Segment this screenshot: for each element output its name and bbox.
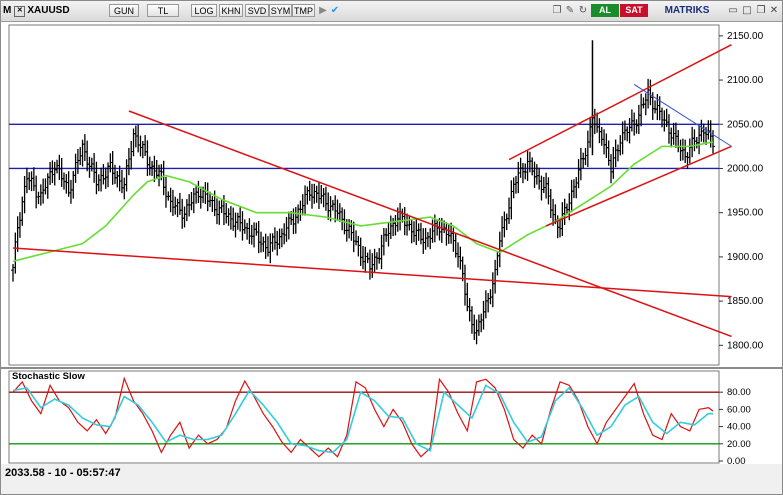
crosshair-readout: 2033.58 - 10 - 05:57:47 <box>5 467 121 479</box>
stoch-tick-label: 40.00 <box>727 422 751 433</box>
stoch-tick-label: 20.00 <box>727 439 751 450</box>
price-tick-label: 2100.00 <box>727 75 764 86</box>
price-panel[interactable]: 1800.00 1850.00 1900.00 1950.00 2000.00 2050.… <box>8 24 764 366</box>
log-button[interactable]: LOG <box>191 4 217 17</box>
symbol-selector[interactable]: M ✕ XAUUSD <box>3 4 70 17</box>
stochastic-title: Stochastic Slow <box>12 371 85 382</box>
toolbar: M ✕ XAUUSD GUN TL LOG KHN SVD SYM TMP ▶ ✔ … <box>1 1 782 22</box>
stoch-tick-label: 0.00 <box>727 456 746 464</box>
stochastic-panel[interactable]: 0.00 20.00 40.00 60.00 80.00 Stochastic Slow <box>8 370 751 464</box>
khn-button[interactable]: KHN <box>219 4 243 17</box>
stoch-d-line <box>12 384 713 454</box>
buy-button[interactable]: AL <box>591 4 619 17</box>
minimize-icon[interactable]: ▭ <box>728 5 738 16</box>
sell-button[interactable]: SAT <box>620 4 648 17</box>
copy-icon[interactable]: ❐ <box>552 5 562 16</box>
price-tick-label: 1800.00 <box>727 340 764 351</box>
trendline <box>128 110 732 338</box>
restore-icon[interactable]: ❐ <box>756 5 766 16</box>
symbol-label: XAUUSD <box>27 5 70 16</box>
chart-area[interactable]: 1800.00 1850.00 1900.00 1950.00 2000.00 2050.… <box>1 21 782 464</box>
price-bars <box>11 78 715 345</box>
close-icon[interactable]: ✕ <box>14 6 26 17</box>
brand-logo: MATRIKS <box>664 5 710 16</box>
currency-button[interactable]: TL <box>147 4 179 17</box>
twitter-icon[interactable]: ✔ <box>330 5 340 16</box>
svd-button[interactable]: SVD <box>245 4 269 17</box>
maximize-icon[interactable]: □ <box>742 5 752 16</box>
price-plot-border <box>8 24 720 366</box>
trendline <box>508 44 732 161</box>
status-bar: 2033.58 - 10 - 05:57:47 <box>1 464 782 494</box>
stoch-tick-label: 60.00 <box>727 404 751 415</box>
price-tick-label: 1900.00 <box>727 252 764 263</box>
stoch-tick-label: 80.00 <box>727 387 751 398</box>
menu-glyph: M <box>3 5 12 16</box>
price-tick-label: 2000.00 <box>727 163 764 174</box>
price-tick-label: 2050.00 <box>727 119 764 130</box>
close-window-icon[interactable]: ✕ <box>769 5 779 16</box>
period-button[interactable]: GUN <box>109 4 139 17</box>
price-tick-label: 1850.00 <box>727 296 764 307</box>
edit-icon[interactable]: ✎ <box>565 5 575 16</box>
price-tick-label: 2150.00 <box>727 31 764 42</box>
moving-average-line <box>12 141 714 263</box>
stoch-k-line <box>12 376 714 458</box>
next-arrow-icon[interactable]: ▶ <box>319 5 327 16</box>
tmp-button[interactable]: TMP <box>292 4 315 17</box>
trendline <box>633 84 732 147</box>
refresh-icon[interactable]: ↻ <box>578 5 588 16</box>
sym-button[interactable]: SYM <box>269 4 292 17</box>
trendline <box>545 145 732 227</box>
trendline <box>12 247 732 298</box>
price-tick-label: 1950.00 <box>727 208 764 219</box>
